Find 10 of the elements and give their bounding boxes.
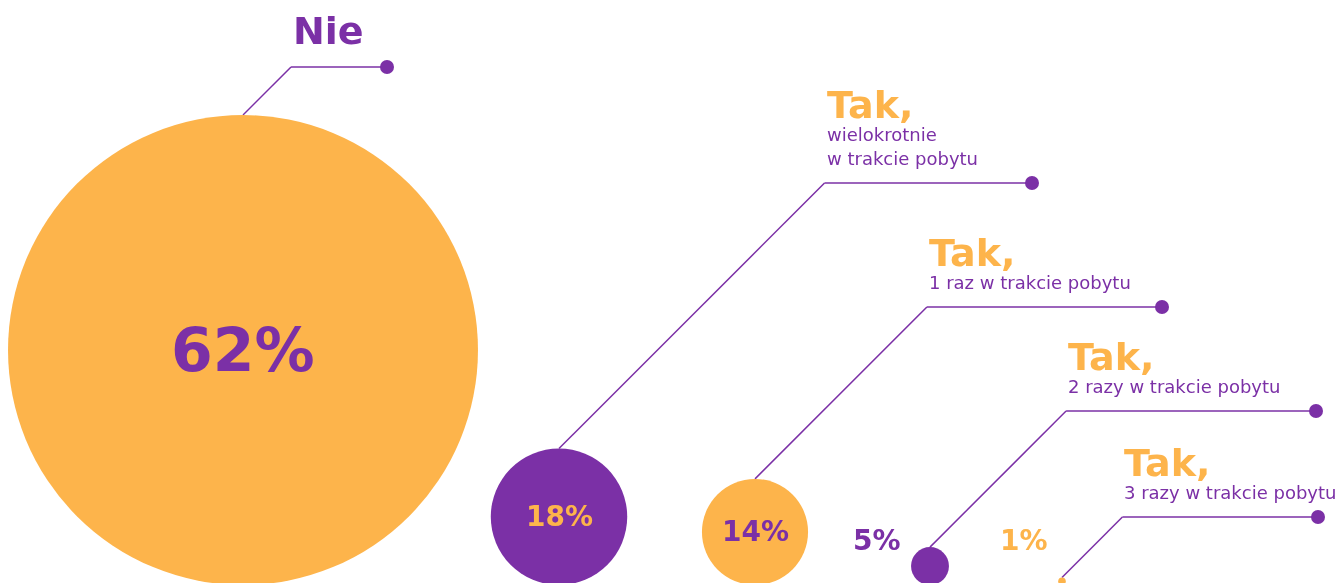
category-label: Tak, 2 razy w trakcie pobytu [1068, 335, 1281, 398]
category-label: Nie [293, 9, 364, 53]
data-label: 14% [722, 515, 790, 548]
category-label: Tak, 3 razy w trakcie pobytu [1124, 441, 1337, 504]
category-label: Tak, 1 raz w trakcie pobytu [929, 231, 1131, 294]
data-label: 5% [853, 524, 901, 557]
data-label: 18% [526, 500, 594, 533]
data-label: 62% [171, 315, 315, 385]
data-label: 1% [1000, 524, 1048, 557]
category-label: Tak, wielokrotnie w trakcie pobytu [827, 83, 979, 169]
